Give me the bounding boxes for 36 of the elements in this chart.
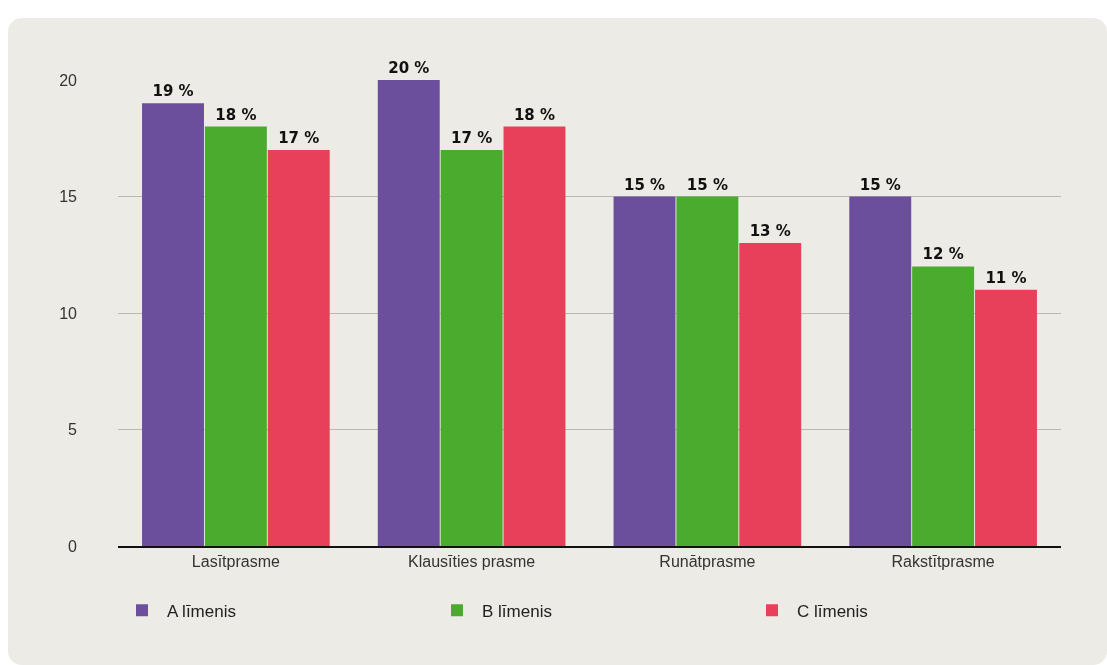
bar	[739, 243, 802, 546]
bar	[377, 80, 440, 546]
y-tick-label: 10	[59, 304, 78, 322]
y-tick-label: 0	[68, 537, 78, 555]
data-label: 20 %	[388, 59, 430, 77]
data-label: 13 %	[749, 222, 791, 241]
x-tick-label: Rakstītprasme	[891, 553, 995, 571]
legend-label: B līmenis	[482, 601, 552, 621]
x-tick-label: Klausīties prasme	[408, 553, 536, 571]
bar	[204, 126, 267, 546]
bar	[912, 266, 975, 546]
bar	[975, 289, 1037, 546]
bar	[440, 149, 503, 546]
data-label: 15 %	[859, 175, 901, 194]
data-label: 19 %	[152, 82, 194, 101]
data-label: 18 %	[513, 105, 556, 124]
bar	[849, 196, 912, 546]
bar	[267, 149, 330, 546]
data-label: 17 %	[278, 128, 320, 147]
data-label: 15 %	[686, 175, 728, 194]
data-label: 18 %	[215, 105, 257, 124]
y-tick-label: 5	[68, 421, 78, 439]
bar	[503, 126, 566, 546]
bar	[142, 103, 204, 546]
data-label: 15 %	[623, 175, 666, 194]
data-label: 11 %	[985, 268, 1027, 287]
y-tick-label: 15	[59, 188, 78, 206]
data-label: 12 %	[922, 245, 964, 264]
bar	[613, 196, 676, 546]
legend-label: C līmenis	[797, 601, 868, 621]
legend-label: A līmenis	[167, 601, 236, 621]
data-label: 17 %	[451, 128, 493, 147]
bar	[676, 196, 739, 546]
x-tick-label: Lasītprasme	[191, 553, 280, 571]
x-tick-label: Runātprasme	[659, 553, 756, 571]
y-tick-label: 20	[59, 71, 78, 89]
